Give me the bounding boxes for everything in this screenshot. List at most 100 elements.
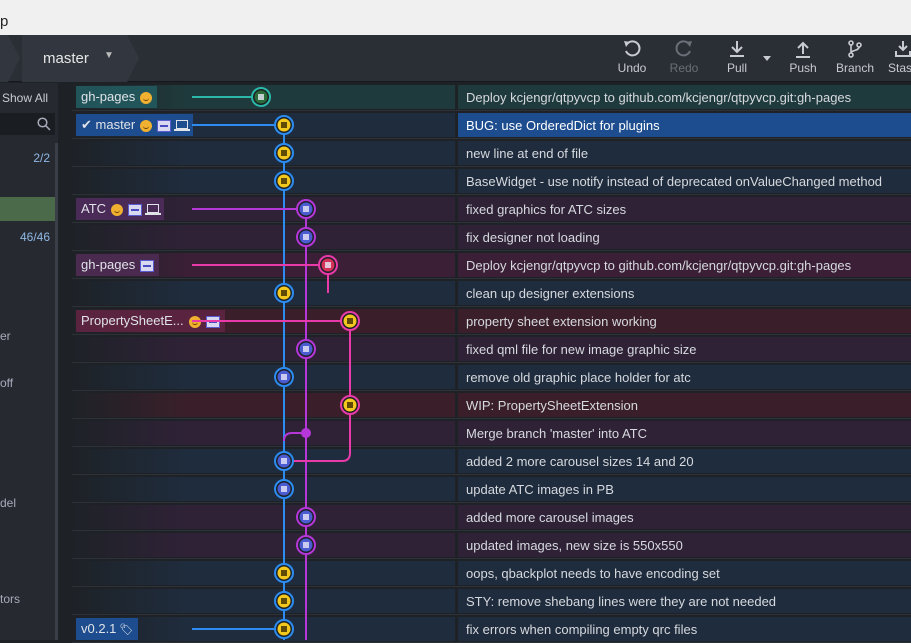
branch-ref-badge[interactable]: v0.2.1 🏷 [76, 618, 139, 640]
sidebar-fragment[interactable]: tors [0, 592, 21, 606]
commit-node[interactable] [274, 283, 294, 303]
commit-node[interactable] [296, 535, 316, 555]
commit-message-cell[interactable]: Merge branch 'master' into ATC [458, 421, 911, 445]
commit-node[interactable] [296, 199, 316, 219]
commit-message-cell[interactable]: new line at end of file [458, 141, 911, 165]
commit-node[interactable] [274, 115, 294, 135]
sidebar-search[interactable] [0, 113, 55, 135]
merge-line-master-into-atc [283, 432, 306, 442]
commit-node[interactable] [340, 395, 360, 415]
commit-node[interactable] [274, 451, 294, 471]
commit-node[interactable] [274, 367, 294, 387]
commit-row[interactable]: fix errors when compiling empty qrc file… [72, 615, 911, 643]
menu-fragment[interactable]: p [0, 13, 9, 30]
branch-ref-badge[interactable]: gh-pages [76, 86, 158, 108]
branch-tab-master[interactable]: master ▼ [22, 35, 127, 82]
commit-node[interactable] [274, 479, 294, 499]
commit-message-cell[interactable]: fix designer not loading [458, 225, 911, 249]
sidebar-fragment[interactable]: del [0, 496, 17, 510]
commit-row[interactable]: BaseWidget - use notify instead of depre… [72, 167, 911, 195]
commit-row[interactable]: remove old graphic place holder for atc [72, 363, 911, 391]
undo-icon [624, 40, 641, 57]
branch-ref-badge[interactable]: gh-pages [76, 254, 160, 276]
commit-node[interactable] [274, 619, 294, 639]
commit-message-cell[interactable]: WIP: PropertySheetExtension [458, 393, 911, 417]
commit-message-cell[interactable]: BaseWidget - use notify instead of depre… [458, 169, 911, 193]
commit-row[interactable]: update ATC images in PB [72, 475, 911, 503]
row-separator [72, 138, 911, 139]
chevron-down-icon[interactable]: ▼ [104, 50, 114, 61]
commit-message-cell[interactable]: fixed graphics for ATC sizes [458, 197, 911, 221]
commit-row[interactable]: Merge branch 'master' into ATC [72, 419, 911, 447]
commit-node[interactable] [340, 311, 360, 331]
redo-button[interactable]: Redo [664, 35, 704, 82]
undo-button[interactable]: Undo [612, 35, 652, 82]
sidebar-selected-item[interactable] [0, 197, 55, 221]
branch-ref-label: PropertySheetE... [81, 313, 184, 328]
commit-row[interactable]: new line at end of file [72, 139, 911, 167]
commit-node[interactable] [296, 227, 316, 247]
sidebar-scrollbar[interactable] [55, 143, 58, 640]
branch-tab-edge [127, 35, 139, 82]
previous-tab-arrow[interactable]: ▾ [0, 35, 20, 82]
row-separator [72, 530, 911, 531]
commit-message-cell[interactable]: added more carousel images [458, 505, 911, 529]
pull-button[interactable]: Pull [717, 35, 757, 82]
commit-node[interactable] [296, 339, 316, 359]
sidebar-fragment[interactable]: er [0, 329, 11, 343]
commit-row[interactable]: property sheet extension working Property… [72, 307, 911, 335]
commit-message-cell[interactable]: oops, qbackplot needs to have encoding s… [458, 561, 911, 585]
commit-row[interactable]: fix designer not loading [72, 223, 911, 251]
commit-message-cell[interactable]: added 2 more carousel sizes 14 and 20 [458, 449, 911, 473]
row-separator [72, 502, 911, 503]
commit-message-cell[interactable]: remove old graphic place holder for atc [458, 365, 911, 389]
commit-row[interactable]: fixed qml file for new image graphic siz… [72, 335, 911, 363]
commit-row[interactable]: oops, qbackplot needs to have encoding s… [72, 559, 911, 587]
commit-message-cell[interactable]: fixed qml file for new image graphic siz… [458, 337, 911, 361]
graph-cell [72, 589, 455, 613]
commit-message-cell[interactable]: updated images, new size is 550x550 [458, 533, 911, 557]
pull-options-button[interactable] [760, 35, 774, 82]
section-count-2: 46/46 [19, 230, 50, 244]
commit-message: property sheet extension working [466, 314, 657, 329]
graph-cell [72, 449, 455, 473]
commit-message-cell[interactable]: STY: remove shebang lines were they are … [458, 589, 911, 613]
commit-row[interactable]: clean up designer extensions [72, 279, 911, 307]
commit-message-cell[interactable]: clean up designer extensions [458, 281, 911, 305]
commit-node[interactable] [318, 255, 338, 275]
commit-node[interactable] [274, 171, 294, 191]
commit-node[interactable] [274, 563, 294, 583]
stash-button[interactable]: Stas [888, 35, 911, 82]
branch-ref-label: ATC [81, 201, 107, 216]
commit-row[interactable]: added more carousel images [72, 503, 911, 531]
branch-button[interactable]: Branch [833, 35, 877, 82]
commit-node[interactable] [301, 428, 311, 438]
commit-node[interactable] [296, 507, 316, 527]
commit-row[interactable]: WIP: PropertySheetExtension [72, 391, 911, 419]
commit-row[interactable]: fixed graphics for ATC sizes ATC [72, 195, 911, 223]
left-sidebar: Show All 2/2 46/46 er off del tors [0, 83, 58, 640]
commit-message: update ATC images in PB [466, 482, 614, 497]
commit-row[interactable]: updated images, new size is 550x550 [72, 531, 911, 559]
commit-node[interactable] [274, 143, 294, 163]
push-button[interactable]: Push [783, 35, 823, 82]
menu-bar: p [0, 0, 911, 35]
branch-ref-badge[interactable]: ATC [76, 198, 165, 220]
commit-row[interactable]: added 2 more carousel sizes 14 and 20 [72, 447, 911, 475]
commit-node[interactable] [274, 591, 294, 611]
commit-message-cell[interactable]: update ATC images in PB [458, 477, 911, 501]
commit-message-cell[interactable]: Deploy kcjengr/qtpyvcp to github.com/kcj… [458, 85, 911, 109]
commit-message-cell[interactable]: Deploy kcjengr/qtpyvcp to github.com/kcj… [458, 253, 911, 277]
commit-row[interactable]: STY: remove shebang lines were they are … [72, 587, 911, 615]
branch-ref-badge[interactable]: ✔ master [76, 114, 194, 136]
commit-message-cell[interactable]: property sheet extension working [458, 309, 911, 333]
commit-message: added more carousel images [466, 510, 634, 525]
branch-ref-badge[interactable]: PropertySheetE... [76, 310, 225, 332]
commit-message-cell[interactable]: BUG: use OrderedDict for plugins [458, 113, 911, 137]
commit-message-cell[interactable]: fix errors when compiling empty qrc file… [458, 617, 911, 641]
section-count-1: 2/2 [33, 151, 50, 165]
row-separator [72, 586, 911, 587]
show-all-link[interactable]: Show All [2, 91, 49, 105]
commit-node[interactable] [251, 87, 271, 107]
sidebar-fragment[interactable]: off [0, 376, 14, 390]
